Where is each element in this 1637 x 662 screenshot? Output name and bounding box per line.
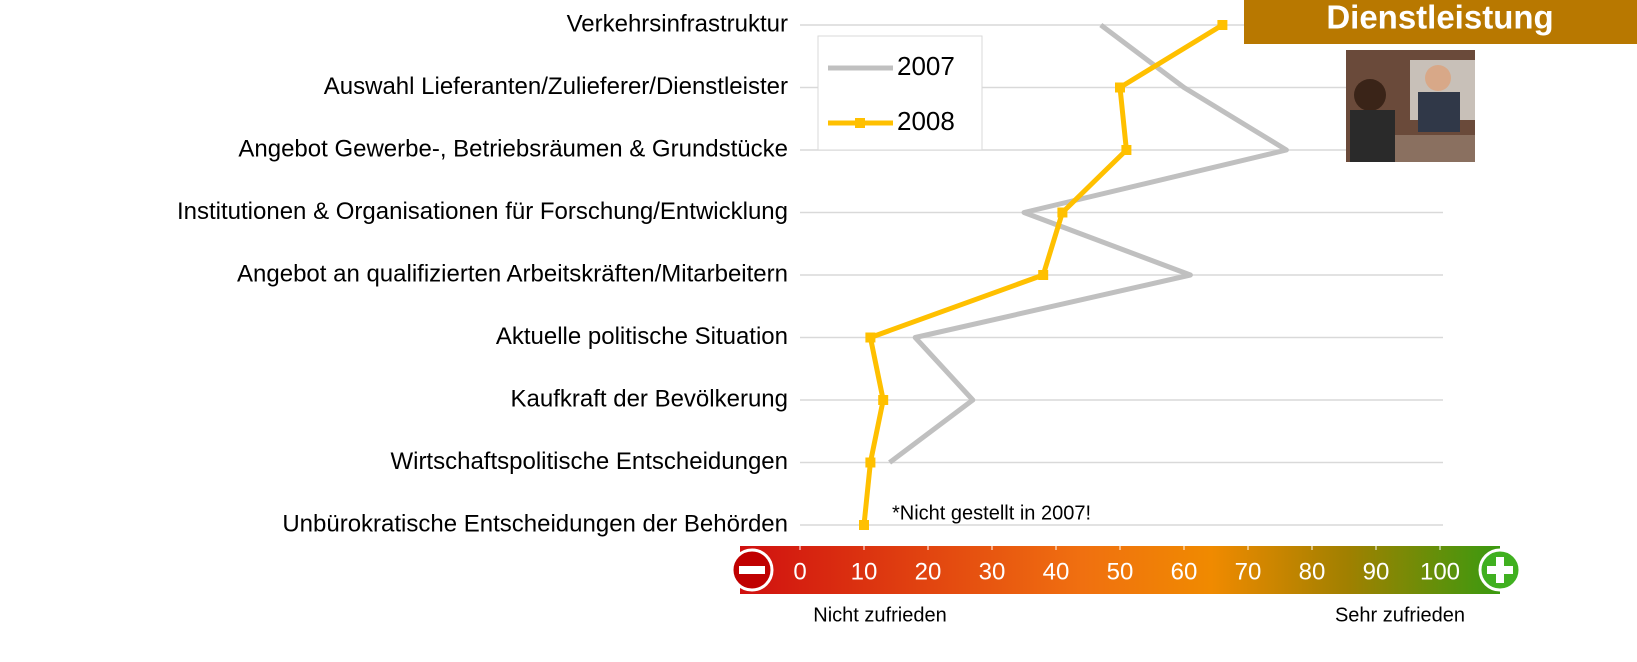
- x-tick-label: 10: [851, 558, 878, 585]
- x-tick-label: 0: [793, 558, 806, 585]
- high-label: Sehr zufrieden: [1335, 604, 1465, 626]
- y-tick-label: Angebot an qualifizierten Arbeitskräften…: [237, 260, 788, 287]
- x-tick-label: 20: [915, 558, 942, 585]
- x-tick-label: 60: [1171, 558, 1198, 585]
- badge-text: Dienstleistung: [1326, 0, 1553, 36]
- photo-person: [1418, 92, 1460, 132]
- photo-person: [1350, 110, 1395, 162]
- x-tick-label: 90: [1363, 558, 1390, 585]
- photo-person: [1354, 79, 1386, 111]
- point: [1121, 145, 1131, 155]
- point: [865, 458, 875, 468]
- x-tick-label: 80: [1299, 558, 1326, 585]
- point: [878, 395, 888, 405]
- legend: 2007 2008: [818, 36, 982, 150]
- legend-marker: [855, 118, 865, 128]
- y-tick-label: Verkehrsinfrastruktur: [567, 10, 788, 37]
- x-tick-label: 100: [1420, 558, 1460, 585]
- legend-label: 2008: [897, 106, 955, 136]
- photo-desk: [1395, 135, 1475, 162]
- grid: Verkehrsinfrastruktur Auswahl Lieferanten…: [177, 10, 1443, 537]
- y-tick-label: Wirtschaftspolitische Entscheidungen: [390, 448, 788, 475]
- photo: [1346, 50, 1475, 162]
- x-tick-label: 50: [1107, 558, 1134, 585]
- annotation: *Nicht gestellt in 2007!: [892, 502, 1091, 524]
- point: [1115, 83, 1125, 93]
- x-tick-label: 40: [1043, 558, 1070, 585]
- y-tick-label: Kaufkraft der Bevölkerung: [511, 385, 789, 412]
- low-label: Nicht zufrieden: [813, 604, 946, 626]
- chart: Verkehrsinfrastruktur Auswahl Lieferanten…: [0, 0, 1637, 657]
- x-tick-label: 70: [1235, 558, 1262, 585]
- point: [1038, 270, 1048, 280]
- y-tick-label: Angebot Gewerbe-, Betriebsräumen & Grund…: [238, 135, 788, 162]
- y-tick-label: Aktuelle politische Situation: [496, 323, 788, 350]
- x-tick-label: 30: [979, 558, 1006, 585]
- plus-sign: [1496, 557, 1504, 583]
- point: [1217, 20, 1227, 30]
- point: [865, 333, 875, 343]
- y-tick-label: Auswahl Lieferanten/Zulieferer/Dienstlei…: [324, 73, 788, 100]
- minus-sign: [739, 566, 765, 574]
- point: [859, 520, 869, 530]
- y-tick-label: Unbürokratische Entscheidungen der Behör…: [282, 510, 788, 537]
- legend-label: 2007: [897, 51, 955, 81]
- photo-person: [1425, 65, 1451, 91]
- y-tick-label: Institutionen & Organisationen für Forsc…: [177, 198, 788, 225]
- point: [1057, 208, 1067, 218]
